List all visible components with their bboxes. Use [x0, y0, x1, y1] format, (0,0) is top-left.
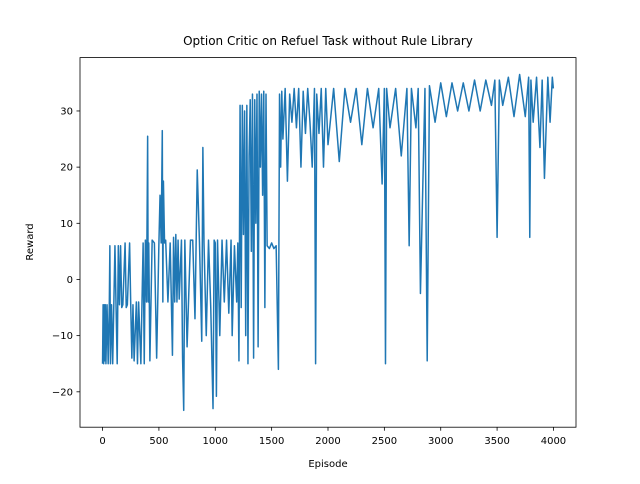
y-tick-label: 20: [60, 163, 73, 174]
x-tick-label: 2000: [315, 436, 340, 447]
x-tick-label: 2500: [372, 436, 397, 447]
y-axis-label: Reward: [25, 223, 36, 260]
line-series: [101, 73, 555, 412]
x-tick-label: 1000: [203, 436, 228, 447]
y-tick-label: −20: [52, 387, 73, 398]
y-tick-label: 0: [67, 275, 73, 286]
x-tick-label: 1500: [259, 436, 284, 447]
x-tick-label: 3500: [484, 436, 509, 447]
x-tick-label: 3000: [428, 436, 453, 447]
x-tick-label: 4000: [541, 436, 566, 447]
y-tick-label: 30: [60, 106, 73, 117]
chart-title: Option Critic on Refuel Task without Rul…: [183, 34, 473, 48]
x-tick-label: 500: [149, 436, 168, 447]
y-tick-label: 10: [60, 219, 73, 230]
y-tick-label: −10: [52, 331, 73, 342]
x-tick-label: 0: [99, 436, 105, 447]
x-axis-label: Episode: [308, 459, 347, 470]
